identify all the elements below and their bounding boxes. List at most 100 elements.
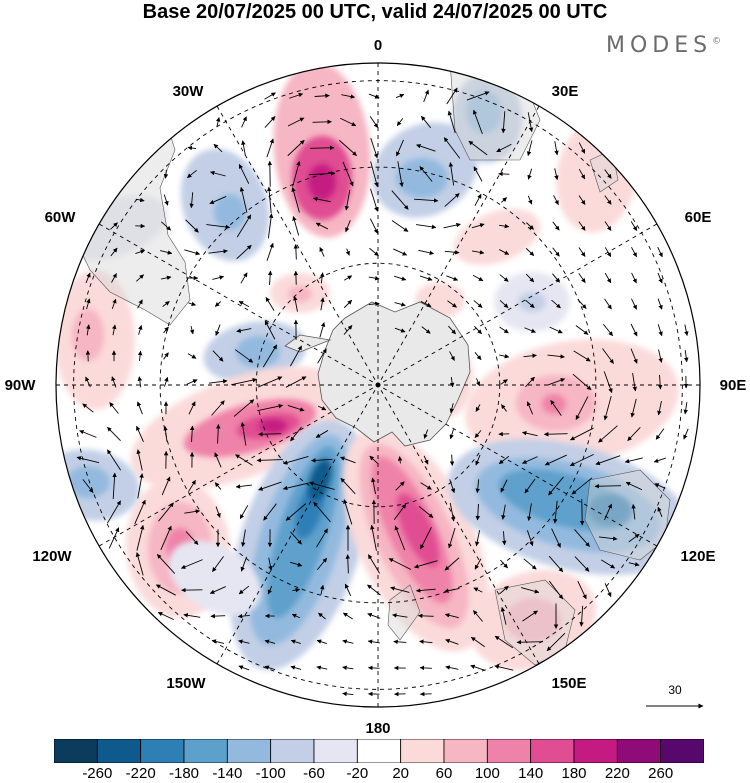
wind-vector xyxy=(575,325,589,335)
wind-vector xyxy=(209,170,226,177)
wind-vector xyxy=(345,248,350,256)
wind-vector xyxy=(183,613,201,618)
wind-vector xyxy=(494,635,514,649)
wind-vector xyxy=(283,455,309,465)
wind-vector xyxy=(163,169,169,179)
wind-vector xyxy=(547,378,566,386)
wind-vector xyxy=(320,297,325,311)
wind-vector xyxy=(163,352,169,360)
wind-vector xyxy=(604,298,612,310)
wind-vector xyxy=(396,118,404,126)
wind-vector xyxy=(213,143,223,153)
wind-vector xyxy=(631,504,636,520)
wind-vector xyxy=(390,586,410,593)
wind-vector xyxy=(553,500,558,524)
wind-vector xyxy=(473,300,483,308)
wind-vector xyxy=(316,528,328,548)
wind-vector xyxy=(290,531,302,545)
wind-vector xyxy=(264,116,276,128)
wind-vector xyxy=(523,353,537,358)
wind-vector xyxy=(185,219,199,233)
wind-vector xyxy=(443,222,461,229)
wind-vector xyxy=(257,376,283,388)
wind-vector xyxy=(601,559,616,569)
wind-vector xyxy=(292,161,301,187)
wind-vector xyxy=(416,224,437,230)
colorbar-tick-label: 180 xyxy=(561,765,587,782)
wind-vector xyxy=(186,379,198,385)
vector-scale-key: 30 xyxy=(646,683,704,709)
wind-vector xyxy=(106,449,122,471)
wind-vector xyxy=(342,665,354,671)
wind-vector xyxy=(345,554,351,574)
wind-vector xyxy=(79,430,97,438)
anomaly-region xyxy=(396,493,440,567)
wind-vector xyxy=(627,427,641,441)
wind-vector xyxy=(215,324,221,336)
wind-vector xyxy=(369,218,379,234)
map-border xyxy=(55,62,701,708)
wind-vector xyxy=(421,115,431,129)
wind-vector xyxy=(343,499,353,525)
latitude-circle xyxy=(73,80,683,690)
wind-vector xyxy=(344,583,352,597)
wind-vector xyxy=(135,197,145,203)
wind-vector xyxy=(370,524,377,551)
anomaly-region xyxy=(259,419,287,433)
wind-vector xyxy=(577,299,587,309)
wind-vector xyxy=(471,250,485,255)
wind-vector xyxy=(444,613,459,619)
wind-vector xyxy=(631,298,637,310)
anomaly-region xyxy=(453,208,541,266)
wind-vector xyxy=(501,504,506,520)
wind-vector xyxy=(475,378,481,387)
wind-vector xyxy=(395,481,405,491)
wind-vector xyxy=(423,455,429,465)
wind-vector xyxy=(368,301,380,307)
colorbar-bin xyxy=(53,738,98,764)
wind-vector xyxy=(257,403,284,412)
wind-vector xyxy=(604,503,612,521)
wind-vector xyxy=(448,162,455,186)
wind-vector xyxy=(85,324,91,336)
wind-vector xyxy=(602,348,614,364)
wind-vector xyxy=(266,138,274,158)
wind-vector xyxy=(421,326,431,334)
wind-vector xyxy=(368,93,380,99)
wind-vector xyxy=(625,481,643,491)
wind-vector xyxy=(136,449,143,471)
wind-vector xyxy=(136,401,143,415)
wind-vector xyxy=(137,473,144,499)
wind-vector xyxy=(474,558,482,570)
wind-vector xyxy=(570,427,594,441)
wind-vector xyxy=(446,275,459,281)
antarctica xyxy=(317,301,471,447)
wind-vector xyxy=(160,250,173,255)
wind-vector xyxy=(208,249,228,254)
wind-vector xyxy=(234,349,254,363)
colorbar-tick-label: -260 xyxy=(82,765,113,782)
wind-vector xyxy=(343,299,353,309)
wind-vector xyxy=(598,536,618,541)
wind-vector xyxy=(163,376,169,387)
wind-vector xyxy=(419,166,433,182)
wind-vector xyxy=(214,482,222,490)
wind-vector xyxy=(212,556,224,572)
wind-vector xyxy=(578,247,586,257)
wind-vector xyxy=(108,527,120,549)
wind-vector xyxy=(595,455,621,466)
wind-vector xyxy=(391,190,409,210)
label-60w: 60W xyxy=(45,209,77,226)
wind-vector xyxy=(342,161,354,187)
wind-vector xyxy=(237,613,250,619)
wind-vector xyxy=(318,612,326,620)
wind-vector xyxy=(419,275,433,281)
wind-vector xyxy=(266,186,272,213)
wind-vector xyxy=(548,476,564,496)
wind-vector xyxy=(449,377,455,388)
wind-vector xyxy=(419,665,432,671)
wind-vector xyxy=(85,350,91,362)
wind-vector xyxy=(571,477,593,495)
wind-vector xyxy=(342,612,353,620)
